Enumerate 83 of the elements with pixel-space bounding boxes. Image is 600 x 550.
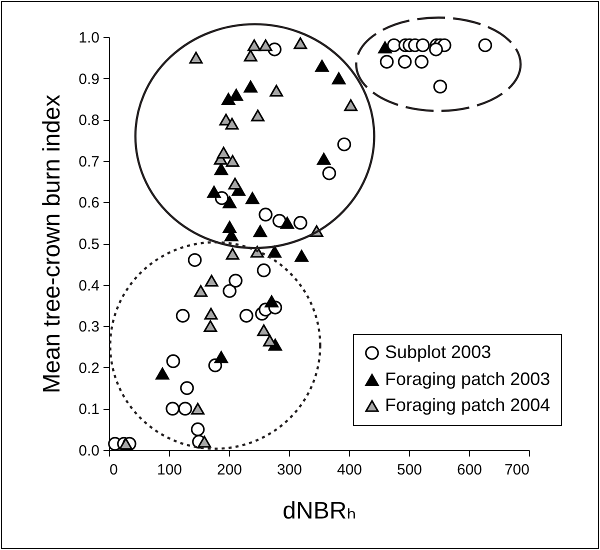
point: [222, 284, 237, 298]
y-tick-label: 0.6: [78, 194, 100, 212]
point: [322, 166, 336, 180]
legend-label: Foraging patch 2003: [385, 369, 550, 389]
point: [246, 192, 260, 204]
x-tick-label: 400: [336, 462, 362, 478]
legend-label: Foraging patch 2004: [385, 395, 550, 415]
y-tick-label: 0.9: [78, 70, 100, 88]
point: [316, 152, 331, 165]
point: [166, 402, 180, 416]
point: [332, 72, 346, 84]
x-tick-label: 0: [110, 462, 118, 478]
point: [258, 208, 273, 222]
y-tick-label: 0.3: [78, 318, 100, 336]
point: [198, 436, 212, 448]
point: [239, 308, 254, 323]
point: [315, 60, 329, 72]
point: [337, 137, 352, 152]
point: [222, 196, 236, 208]
point: [251, 110, 265, 122]
x-axis-title: dNBRₕ: [282, 498, 356, 524]
point: [178, 402, 192, 416]
point: [214, 351, 228, 364]
x-tick-label: 700: [504, 462, 530, 478]
point: [429, 42, 443, 56]
point: [188, 253, 202, 267]
point: [256, 263, 271, 278]
point: [416, 38, 430, 52]
point: [228, 274, 243, 288]
y-tick-label: 0.0: [78, 442, 100, 460]
point: [180, 381, 194, 395]
y-tick-label: 1.0: [78, 30, 100, 46]
point: [247, 39, 261, 52]
point: [344, 99, 358, 112]
point: [264, 295, 278, 308]
point: [258, 39, 272, 52]
point: [294, 250, 308, 262]
point: [191, 402, 205, 415]
point: [257, 324, 271, 336]
point: [378, 41, 392, 54]
legend-label: Subplot 2003: [385, 342, 492, 362]
y-tick-label: 0.7: [78, 153, 100, 170]
y-tick-label: 0.4: [78, 277, 100, 294]
point: [293, 216, 308, 230]
point: [214, 163, 228, 176]
point: [380, 54, 394, 69]
point: [225, 118, 239, 130]
point: [207, 186, 221, 198]
point: [216, 146, 230, 159]
point: [268, 246, 282, 258]
point: [204, 274, 218, 287]
point: [176, 308, 190, 323]
x-tick-label: 300: [276, 462, 302, 478]
point: [280, 216, 294, 229]
point: [166, 354, 180, 368]
y-tick-label: 0.8: [78, 112, 100, 130]
point: [229, 88, 244, 101]
point: [156, 368, 170, 380]
point: [414, 54, 429, 69]
point: [228, 178, 242, 190]
point: [270, 84, 284, 97]
point: [204, 308, 218, 320]
point: [244, 80, 258, 93]
point: [226, 154, 240, 167]
point: [194, 285, 208, 297]
point: [253, 225, 268, 238]
x-tick-label: 600: [456, 462, 482, 478]
x-tick-label: 100: [156, 462, 182, 478]
x-tick-label: 200: [216, 462, 242, 478]
y-axis-title: Mean tree-crown burn index: [38, 94, 66, 394]
point: [226, 248, 240, 260]
point: [190, 422, 205, 436]
point: [433, 80, 448, 94]
point: [244, 50, 258, 62]
x-tick-label: 500: [396, 462, 422, 478]
y-tick-label: 0.1: [78, 401, 100, 418]
point: [204, 320, 218, 332]
point: [478, 38, 492, 52]
point: [398, 54, 412, 69]
y-tick-label: 0.5: [78, 236, 100, 253]
point: [294, 37, 308, 50]
point: [189, 52, 203, 64]
y-tick-label: 0.2: [78, 360, 100, 377]
